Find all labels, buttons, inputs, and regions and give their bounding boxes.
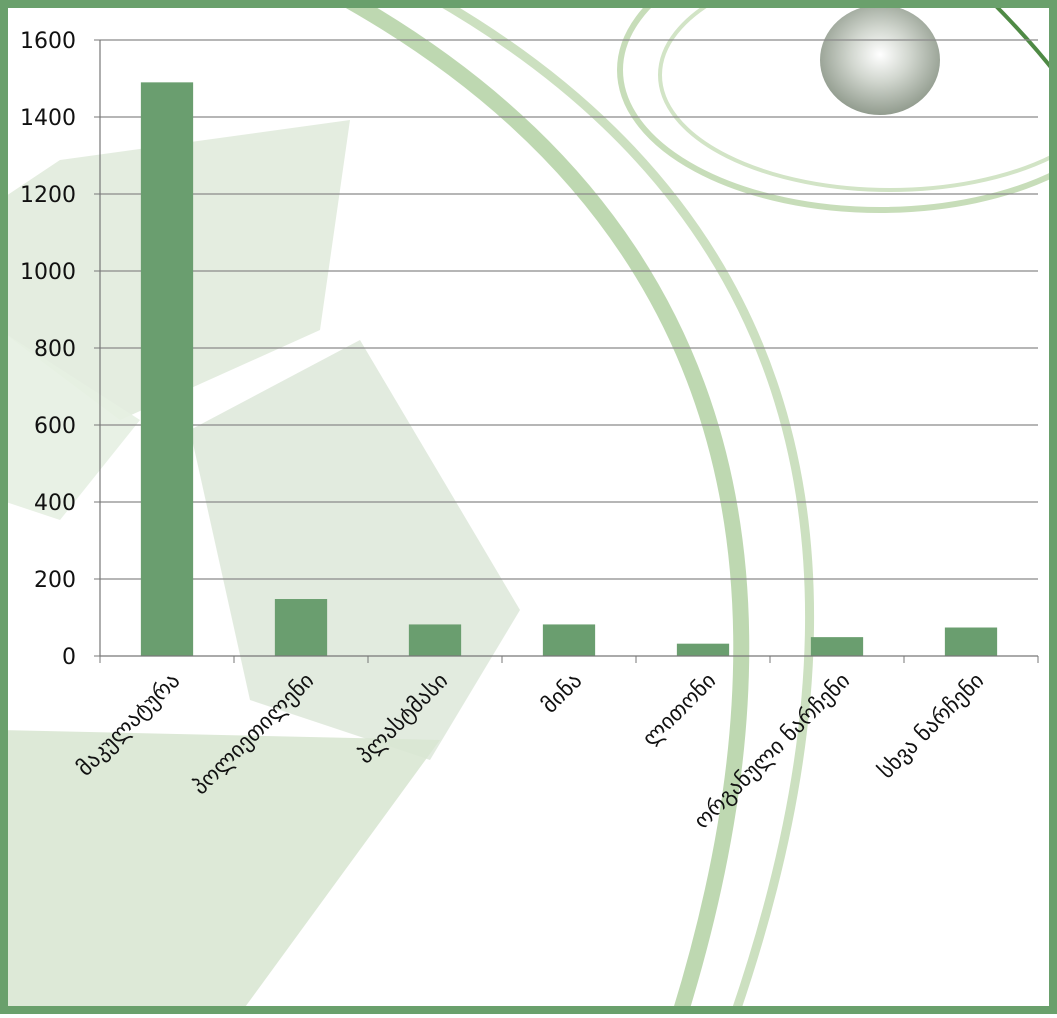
y-tick-label: 1000 — [20, 260, 76, 285]
bar — [676, 643, 730, 656]
bar — [542, 624, 596, 656]
y-tick-label: 600 — [34, 414, 76, 439]
bar — [944, 627, 998, 656]
y-axis: 0 200 400 600 800 1000 1200 1400 1600 — [20, 29, 101, 670]
bar — [140, 82, 194, 657]
y-tick-label: 400 — [34, 491, 76, 516]
bar — [408, 624, 462, 656]
y-tick-label: 800 — [34, 337, 76, 362]
y-tick-label: 1600 — [20, 29, 76, 54]
y-tick-label: 200 — [34, 568, 76, 593]
bar — [274, 599, 328, 656]
bar-series — [140, 82, 998, 657]
gridlines — [100, 39, 1038, 580]
y-tick-label: 1400 — [20, 106, 76, 131]
bar — [810, 637, 864, 656]
y-tick-label: 1200 — [20, 183, 76, 208]
y-tick-label: 0 — [62, 645, 76, 670]
